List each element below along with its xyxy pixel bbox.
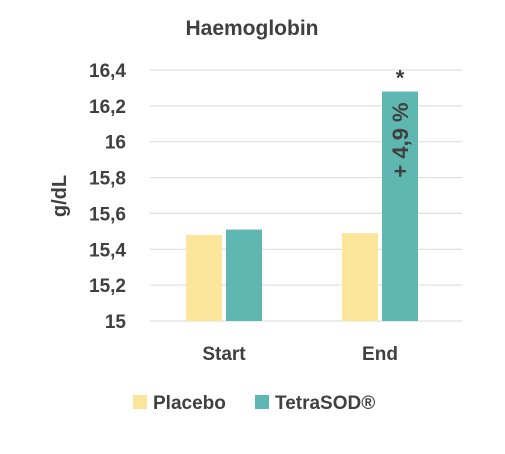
x-tick-label: Start <box>202 344 246 365</box>
y-tick-label: 15,4 <box>89 240 126 261</box>
bars <box>186 91 418 321</box>
y-tick-label: 15,8 <box>89 169 126 190</box>
x-axis-ticks: Start End <box>202 344 398 365</box>
legend-label: TetraSOD® <box>275 393 375 414</box>
legend: Placebo TetraSOD® <box>133 393 375 414</box>
bar-placebo-start <box>186 234 222 321</box>
chart-title: Haemoglobin <box>185 17 318 40</box>
y-axis-label: g/dL <box>49 175 71 217</box>
legend-swatch <box>133 395 147 409</box>
legend-swatch <box>255 395 269 409</box>
bar-placebo-end <box>342 233 378 321</box>
bar-tetrasod-start <box>226 229 262 321</box>
y-tick-label: 16,2 <box>89 97 126 118</box>
y-tick-label: 15,2 <box>89 276 126 297</box>
bar-tetrasod-end <box>382 91 418 321</box>
y-tick-label: 15,6 <box>89 204 126 225</box>
x-tick-label: End <box>362 344 398 365</box>
annotations: * + 4,9 % <box>388 66 413 178</box>
y-tick-label: 15 <box>105 312 127 333</box>
y-axis-ticks: 15 15,2 15,4 15,6 15,8 16 16,2 16,4 <box>89 61 126 333</box>
significance-asterisk: * <box>396 66 405 91</box>
y-tick-label: 16 <box>105 133 126 154</box>
percent-change-label: + 4,9 % <box>388 102 413 177</box>
y-tick-label: 16,4 <box>89 61 126 82</box>
legend-label: Placebo <box>153 393 226 414</box>
